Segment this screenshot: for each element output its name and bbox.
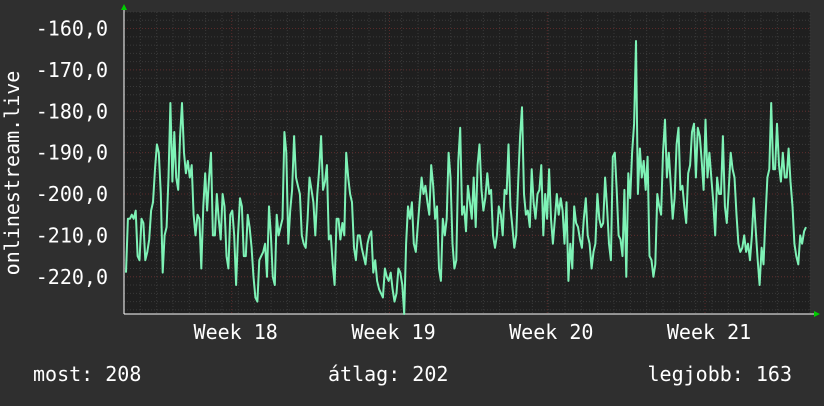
x-tick-label: Week 19: [351, 320, 435, 344]
y-tick-label: -190,0: [36, 141, 108, 165]
stat-current: most: 208: [33, 362, 142, 386]
y-tick-label: -180,0: [36, 99, 108, 123]
y-axis-label: onlinestream.live: [0, 71, 24, 276]
y-tick-label: -210,0: [36, 223, 108, 247]
x-axis-arrow-icon: [814, 311, 820, 317]
x-tick-label: Week 21: [667, 320, 751, 344]
y-tick-label: -160,0: [36, 17, 108, 41]
x-tick-label: Week 20: [509, 320, 593, 344]
series-line: [125, 40, 807, 315]
stats-bar: most: 208 átlag: 202 legjobb: 163: [0, 358, 824, 392]
y-tick-label: -220,0: [36, 265, 108, 289]
y-axis-arrow-icon: [121, 4, 127, 10]
y-tick-label: -200,0: [36, 182, 108, 206]
stat-best: legjobb: 163: [647, 362, 793, 386]
stat-average: átlag: 202: [328, 362, 449, 386]
x-tick-label: Week 18: [194, 320, 278, 344]
y-tick-label: -170,0: [36, 58, 108, 82]
